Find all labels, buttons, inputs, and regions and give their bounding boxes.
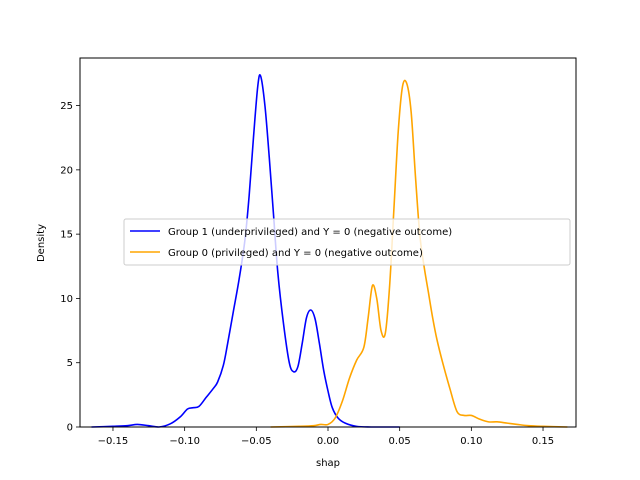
- x-ticks: −0.15 −0.10 −0.05 0.00 0.05 0.10 0.15: [98, 427, 554, 447]
- series-line-group0: [270, 79, 568, 428]
- x-tick-label: −0.10: [169, 436, 200, 447]
- legend: Group 1 (underprivileged) and Y = 0 (neg…: [123, 218, 571, 266]
- plot-layer: [91, 74, 568, 428]
- x-tick-label: 0.15: [532, 436, 554, 447]
- y-tick-label: 15: [60, 230, 73, 241]
- y-axis-label: Density: [36, 224, 47, 262]
- x-axis-label: shap: [316, 458, 340, 469]
- legend-label-group0: Group 0 (privileged) and Y = 0 (negative…: [168, 248, 423, 259]
- x-tick-label: −0.15: [98, 436, 129, 447]
- y-tick-label: 10: [60, 294, 73, 305]
- x-tick-label: −0.05: [241, 436, 272, 447]
- legend-box: [123, 218, 571, 266]
- y-tick-label: 25: [60, 101, 73, 112]
- x-tick-label: 0.05: [389, 436, 411, 447]
- series-line-group1: [91, 74, 400, 428]
- x-tick-label: 0.10: [460, 436, 482, 447]
- legend-label-group1: Group 1 (underprivileged) and Y = 0 (neg…: [168, 227, 452, 238]
- y-tick-label: 20: [60, 165, 73, 176]
- y-ticks: 0 5 10 15 20 25: [60, 101, 80, 434]
- x-tick-label: 0.00: [317, 436, 339, 447]
- y-tick-label: 5: [67, 358, 73, 369]
- y-tick-label: 0: [67, 423, 73, 434]
